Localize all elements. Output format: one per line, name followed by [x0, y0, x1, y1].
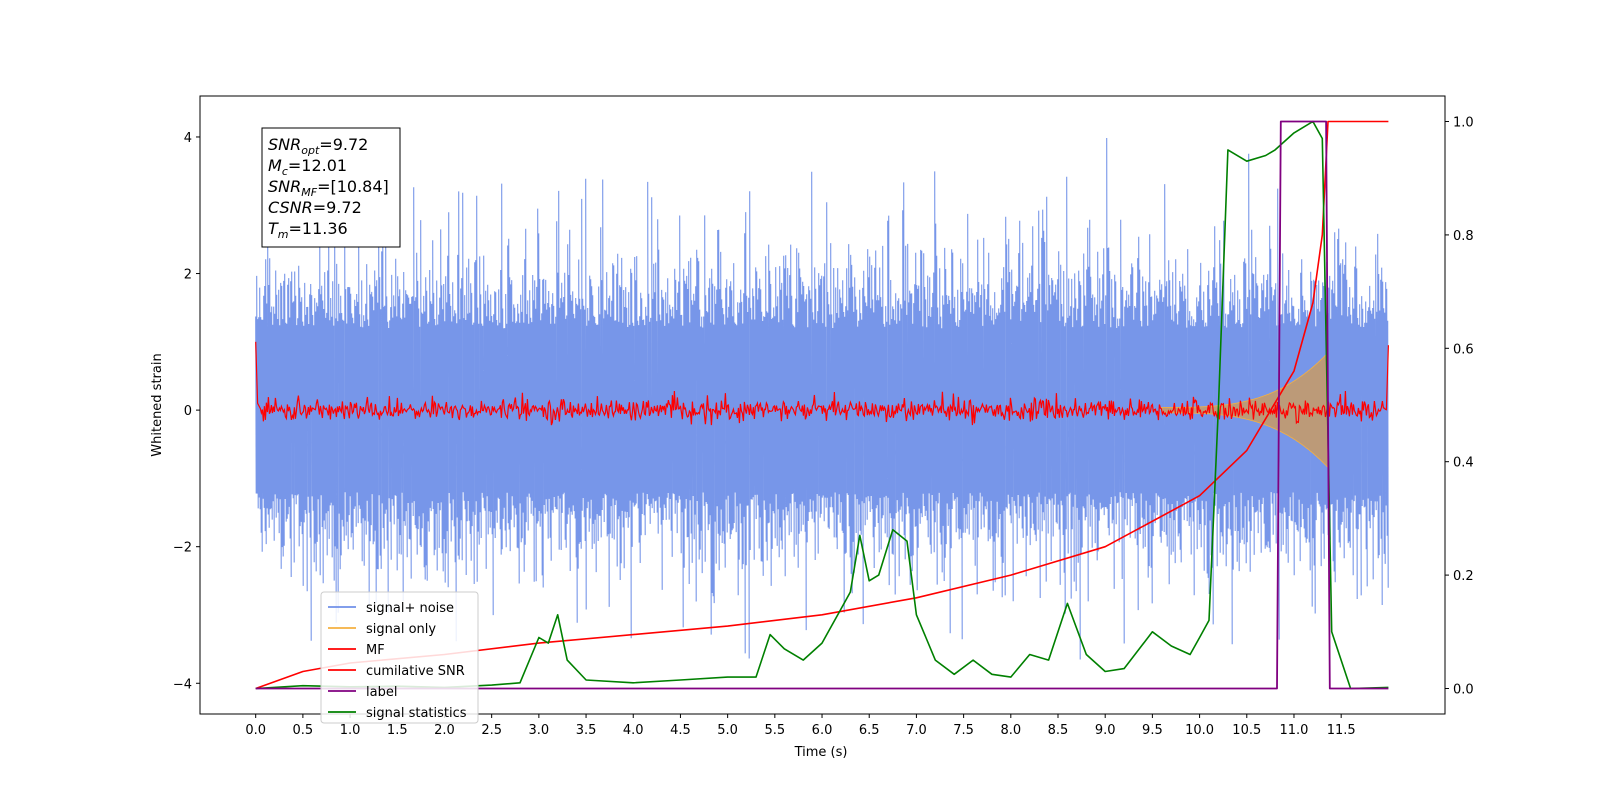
legend-label: cumilative SNR	[366, 664, 465, 679]
y-tick-label-right: 1.0	[1453, 116, 1474, 131]
x-tick-label: 4.5	[670, 723, 691, 738]
x-tick-label: 9.0	[1095, 723, 1116, 738]
x-tick-label: 6.0	[812, 723, 833, 738]
legend: signal+ noise signal only MF cumilative SNR…	[320, 591, 479, 724]
x-tick-label: 1.0	[340, 723, 361, 738]
y-tick-label-right: 0.6	[1453, 342, 1474, 357]
x-tick-label: 9.5	[1142, 723, 1163, 738]
x-tick-label: 3.0	[529, 723, 550, 738]
x-tick-label: 4.0	[623, 723, 644, 738]
x-tick-label: 5.0	[717, 723, 738, 738]
y-tick-label-right: 0.0	[1453, 682, 1474, 697]
y-tick-label-left: 2	[184, 268, 192, 283]
x-tick-label: 0.5	[293, 723, 314, 738]
legend-frame	[320, 591, 479, 724]
legend-label: signal+ noise	[366, 601, 454, 616]
y-axis-label: Whitened strain	[150, 353, 165, 456]
y-axis-left: −4 −2 0 2 4	[173, 131, 200, 692]
x-tick-label: 8.5	[1048, 723, 1069, 738]
legend-label: MF	[366, 643, 385, 658]
y-axis-right: 0.0 0.2 0.4 0.6 0.8 1.0	[1445, 116, 1474, 697]
annotation-line: SNRopt=9.72	[268, 135, 368, 157]
y-tick-label-left: 0	[184, 404, 192, 419]
x-tick-label: 2.5	[481, 723, 502, 738]
annotation-line: Mc=12.01	[268, 156, 347, 178]
y-tick-label-right: 0.4	[1453, 456, 1474, 471]
legend-label: signal statistics	[366, 706, 467, 721]
legend-label: label	[366, 685, 397, 700]
x-tick-label: 0.0	[245, 723, 266, 738]
series-signal-statistics-line	[255, 120, 1389, 690]
x-tick-label: 1.5	[387, 723, 408, 738]
annotation-line: Tm=11.36	[268, 219, 348, 241]
x-axis-label: Time (s)	[794, 745, 848, 760]
x-tick-label: 7.5	[953, 723, 974, 738]
x-tick-label: 6.5	[859, 723, 880, 738]
x-tick-label: 10.0	[1185, 723, 1214, 738]
series-mf-line	[255, 341, 1389, 426]
legend-label: signal only	[366, 622, 436, 637]
x-tick-label: 5.5	[764, 723, 785, 738]
x-tick-label: 7.0	[906, 723, 927, 738]
annotation-line: CSNR=9.72	[268, 198, 362, 217]
y-tick-label-right: 0.2	[1453, 569, 1474, 584]
x-tick-label: 11.5	[1327, 723, 1356, 738]
y-tick-label-right: 0.8	[1453, 229, 1474, 244]
series-label-line	[255, 120, 1389, 690]
x-axis: 0.0 0.5 1.0 1.5 2.0 2.5 3.0 3.5 4.0 4.5 5.0 5.5 6.0 6…	[245, 714, 1356, 738]
x-tick-label: 3.5	[576, 723, 597, 738]
x-tick-label: 8.0	[1000, 723, 1021, 738]
annotation-line: SNRMF=[10.84]	[268, 177, 389, 199]
annotation-box: SNRopt=9.72Mc=12.01SNRMF=[10.84]CSNR=9.7…	[261, 127, 401, 248]
x-tick-label: 2.0	[434, 723, 455, 738]
annotation-frame	[261, 127, 401, 248]
x-tick-label: 11.0	[1279, 723, 1308, 738]
y-tick-label-left: −2	[173, 541, 192, 556]
y-tick-label-left: 4	[184, 131, 192, 146]
y-tick-label-left: −4	[173, 677, 192, 692]
x-tick-label: 10.5	[1232, 723, 1261, 738]
